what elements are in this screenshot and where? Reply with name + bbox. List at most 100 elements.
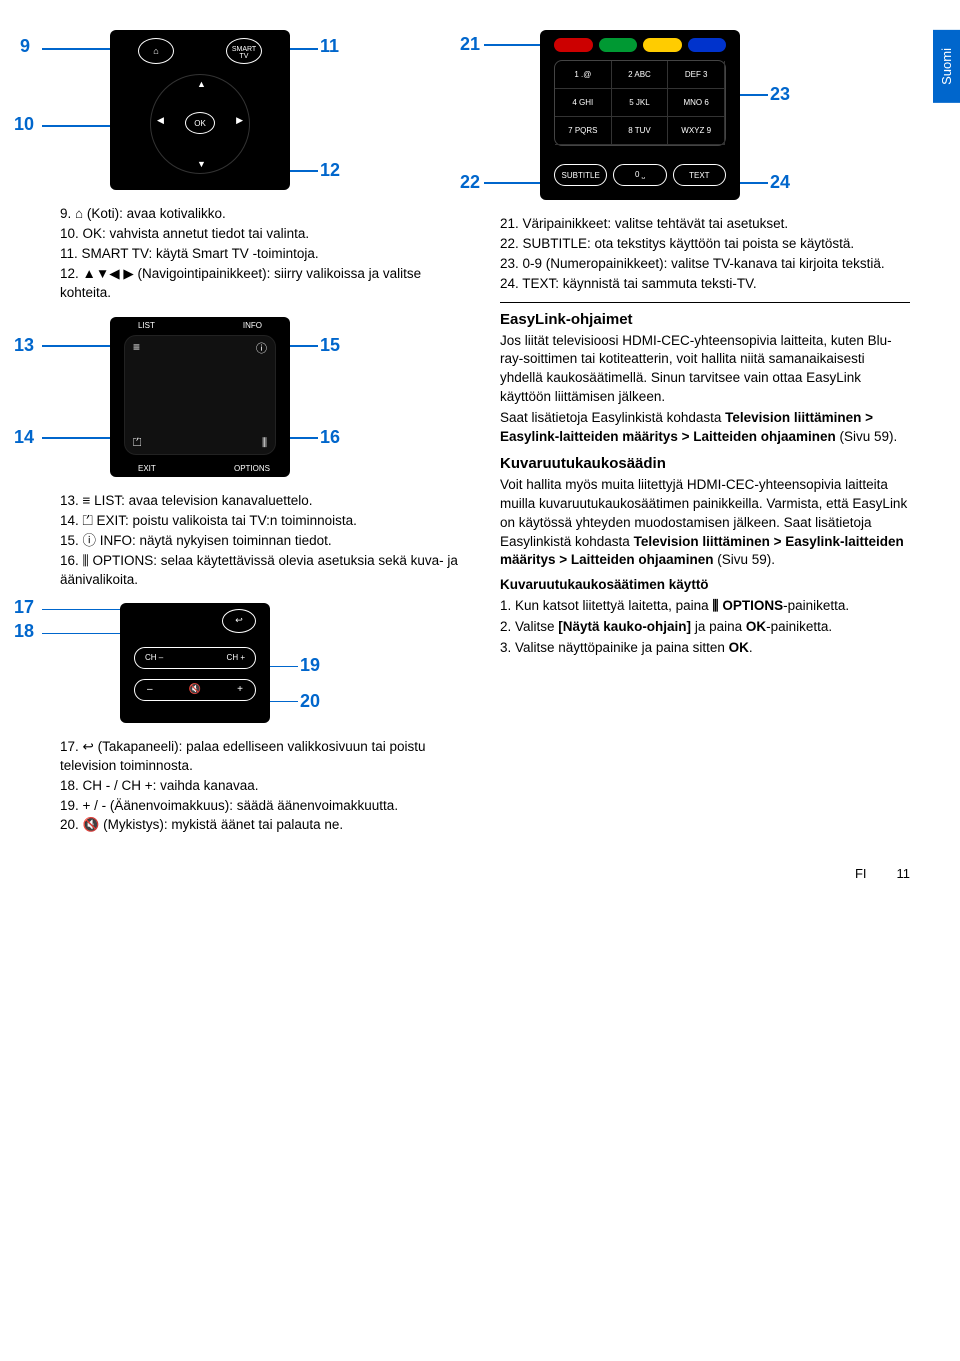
options-label: OPTIONS [234,464,270,473]
kuva-s2d: OK [746,619,766,634]
num-2: 2 ABC [612,61,669,89]
remote4-block: 21 22 23 24 1 .@ 2 ABC DEF 3 4 GHI [500,30,910,203]
home-icon: ⌂ [153,46,158,56]
callout-19: 19 [300,655,320,676]
page-footer: FI 11 [60,866,910,881]
desc4-23: 23. 0-9 (Numeropainikkeet): valitse TV-k… [500,255,910,274]
easylink-body: Jos liität televisioosi HDMI-CEC-yhteens… [500,332,910,447]
callout-10: 10 [14,114,34,135]
desc2: 13. ≡ LIST: avaa television kanavaluette… [60,492,470,589]
exit-label: EXIT [138,464,156,473]
kuva-s1a: 1. Kun katsot liitettyä laitetta, paina [500,598,712,613]
left-column: 9 10 11 12 ⌂ SMARTTV ▲ ▼ ◀ ▶ OK [60,30,470,836]
desc2-15: 15. ⓘ INFO: näytä nykyisen toiminnan tie… [60,532,470,551]
red-button [554,38,593,52]
info-icon: ⓘ [256,340,267,356]
remote2-block: 13 14 15 16 LIST INFO ≡ ⓘ ⏍ ⫼ EXIT OPTIO… [60,303,470,480]
vol-plus: + [237,684,243,695]
right-column: 21 22 23 24 1 .@ 2 ABC DEF 3 4 GHI [500,30,910,836]
arrow-right-icon: ▶ [236,115,243,126]
kuva-s2c: ja paina [691,619,746,634]
mute-icon: 🔇 [189,684,201,695]
callout-14: 14 [14,427,34,448]
easylink-title: EasyLink-ohjaimet [500,311,910,328]
callout-23: 23 [770,84,790,105]
line-18 [42,633,132,635]
remote3-panel: ↩ CH – CH + – 🔇 + [120,603,270,723]
channel-bar: CH – CH + [134,647,256,669]
easylink-p1: Jos liität televisioosi HDMI-CEC-yhteens… [500,332,910,408]
language-tab: Suomi [933,30,960,103]
blue-button [688,38,727,52]
bottom-pill-row: SUBTITLE 0 ⎵ TEXT [554,164,726,186]
desc1-12: 12. ▲▼◀ ▶ (Navigointipainikkeet): siirry… [60,265,470,303]
remote1-block: 9 10 11 12 ⌂ SMARTTV ▲ ▼ ◀ ▶ OK [60,30,470,193]
desc4-22: 22. SUBTITLE: ota tekstitys käyttöön tai… [500,235,910,254]
callout-12: 12 [320,160,340,181]
kuva-s2a: 2. Valitse [500,619,558,634]
callout-11: 11 [320,36,339,57]
kuva-s3b: OK [729,640,749,655]
desc3-19: 19. + / - (Äänenvoimakkuus): säädä äänen… [60,797,470,816]
ch-plus: CH + [227,653,245,662]
divider-1 [500,302,910,303]
callout-17: 17 [14,597,34,618]
desc2-13: 13. ≡ LIST: avaa television kanavaluette… [60,492,470,511]
callout-15: 15 [320,335,340,356]
color-button-row [554,38,726,52]
callout-16: 16 [320,427,340,448]
zero-button: 0 ⎵ [613,164,666,186]
list-label: LIST [138,321,155,330]
num-7: 7 PQRS [555,117,612,145]
num-3: DEF 3 [668,61,725,89]
kuva-body: Voit hallita myös muita liitettyjä HDMI-… [500,476,910,658]
desc2-16: 16. ⫼ OPTIONS: selaa käytettävissä olevi… [60,552,470,590]
desc3-17: 17. ↩ (Takapaneeli): palaa edelliseen va… [60,738,470,776]
vol-minus: – [147,684,153,695]
num-5: 5 JKL [612,89,669,117]
kuva-s2b: [Näytä kauko-ohjain] [558,619,691,634]
list-icon: ≡ [133,340,140,354]
back-button: ↩ [222,609,256,633]
callout-22: 22 [460,172,480,193]
options-icon: ⫼ [262,437,267,450]
easylink-p2a: Saat lisätietoja Easylinkistä kohdasta [500,410,725,425]
kuva-s1: 1. Kun katsot liitettyä laitetta, paina … [500,597,910,616]
kuva-s2: 2. Valitse [Näytä kauko-ohjain] ja paina… [500,618,910,637]
desc1-10: 10. OK: vahvista annetut tiedot tai vali… [60,225,470,244]
desc3-18: 18. CH - / CH +: vaihda kanavaa. [60,777,470,796]
num-8: 8 TUV [612,117,669,145]
remote3-block: 17 18 19 20 ↩ CH – CH + – 🔇 + [60,591,470,726]
text-button: TEXT [673,164,726,186]
subtitle-button: SUBTITLE [554,164,607,186]
back-icon: ↩ [235,615,243,626]
exit-icon: ⏍ [133,437,141,450]
callout-9: 9 [20,36,30,57]
arrow-up-icon: ▲ [197,79,206,89]
kuva-s3a: 3. Valitse näyttöpainike ja paina sitten [500,640,729,655]
kuva-s3: 3. Valitse näyttöpainike ja paina sitten… [500,639,910,658]
kuva-s2e: -painiketta. [766,619,832,634]
kuva-s3c: . [749,640,753,655]
arrow-down-icon: ▼ [197,159,206,169]
desc4: 21. Väripainikkeet: valitse tehtävät tai… [500,215,910,294]
smart-label-top: SMART [232,46,256,53]
ok-label: OK [194,119,206,128]
callout-20: 20 [300,691,320,712]
num-1: 1 .@ [555,61,612,89]
home-button: ⌂ [138,38,174,64]
num-9: WXYZ 9 [668,117,725,145]
kuva-s1b: ⫼ OPTIONS [712,598,783,613]
kuva-subtitle: Kuvaruutukaukosäätimen käyttö [500,576,910,595]
callout-21: 21 [460,34,480,55]
yellow-button [643,38,682,52]
remote4-panel: 1 .@ 2 ABC DEF 3 4 GHI 5 JKL MNO 6 7 PQR… [540,30,740,200]
easylink-p2c: (Sivu 59). [836,429,898,444]
touchpad: ≡ ⓘ ⏍ ⫼ [124,335,276,455]
desc1-11: 11. SMART TV: käytä Smart TV -toimintoja… [60,245,470,264]
footer-lang: FI [855,866,867,881]
kuva-p1: Voit hallita myös muita liitettyjä HDMI-… [500,476,910,570]
desc3: 17. ↩ (Takapaneeli): palaa edelliseen va… [60,738,470,835]
callout-13: 13 [14,335,34,356]
desc4-21: 21. Väripainikkeet: valitse tehtävät tai… [500,215,910,234]
